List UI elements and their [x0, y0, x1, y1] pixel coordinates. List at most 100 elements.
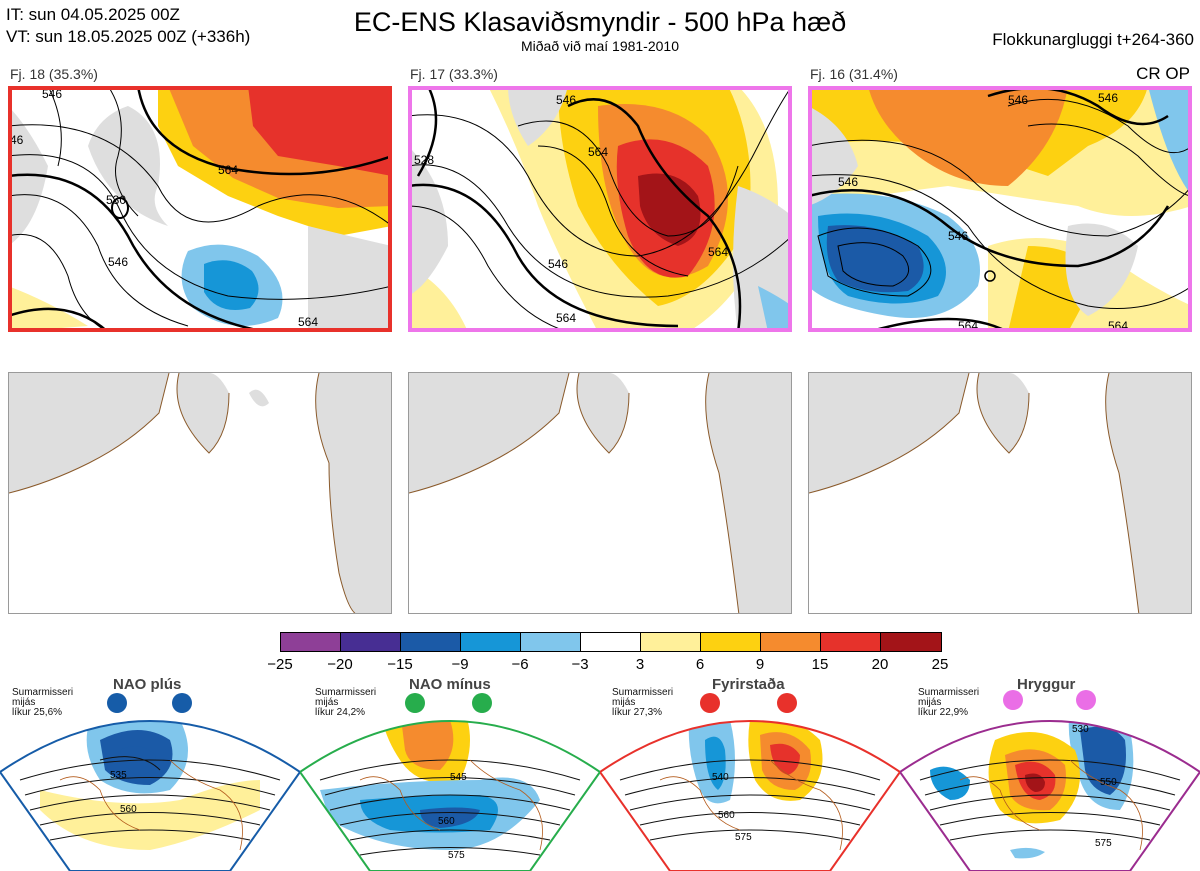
contour-label: 535: [110, 770, 127, 781]
contour-label: 564: [556, 311, 576, 325]
contour-label: 46: [10, 133, 24, 147]
regime-title-3: Fyrirstaða: [712, 676, 785, 693]
contour-label: 530: [106, 193, 126, 207]
contour-label: 560: [438, 816, 455, 827]
regime-info-line: Sumarmisseri: [918, 687, 980, 698]
classification-window: Flokkunargluggi t+264-360: [992, 30, 1194, 49]
colorbar-segment: [401, 633, 461, 651]
regime-title-4: Hryggur: [1017, 676, 1076, 693]
contour-label: 575: [735, 832, 752, 843]
contour-label: 564: [218, 163, 238, 177]
regime-info-line: mijás: [315, 697, 339, 708]
colorbar-segment: [881, 633, 941, 651]
regime-map-1[interactable]: 535 560: [0, 700, 300, 871]
page-subtitle: Miðað við maí 1981-2010: [521, 38, 679, 54]
regime-dot: [172, 693, 192, 713]
colorbar-segment: [461, 633, 521, 651]
colorbar-segment: [521, 633, 581, 651]
regime-info-1: Sumarmisseri mijás líkur 25,6%: [12, 688, 73, 718]
blank-map-3[interactable]: [808, 372, 1192, 614]
contour-label: 564: [958, 319, 978, 332]
regime-info-line: Sumarmisseri: [612, 687, 674, 698]
regime-info-line: líkur 25,6%: [12, 707, 63, 718]
regime-dot: [405, 693, 425, 713]
contour-label: 546: [42, 87, 62, 101]
corner-label: CR OP: [1136, 64, 1190, 83]
colorbar-tick: 6: [695, 656, 705, 673]
colorbar: [280, 632, 942, 652]
regime-info-4: Sumarmisseri mijás líkur 22,9%: [918, 688, 979, 718]
colorbar-tick: −3: [571, 656, 589, 673]
colorbar-tick: 9: [755, 656, 765, 673]
colorbar-tick: 3: [635, 656, 645, 673]
cluster-label-2: Fj. 17 (33.3%): [410, 66, 498, 82]
init-time: IT: sun 04.05.2025 00Z: [6, 5, 180, 24]
contour-label: 546: [548, 257, 568, 271]
contour-label: 564: [588, 145, 608, 159]
contour-label: 546: [1008, 93, 1028, 107]
regime-info-line: mijás: [918, 697, 942, 708]
blank-map-2[interactable]: [408, 372, 792, 614]
contour-label: 560: [718, 810, 735, 821]
colorbar-segment: [581, 633, 641, 651]
colorbar-tick: 20: [871, 656, 889, 673]
regime-info-3: Sumarmisseri mijás líkur 27,3%: [612, 688, 673, 718]
contour-label: 546: [1098, 91, 1118, 105]
colorbar-tick: 15: [811, 656, 829, 673]
contour-label: 545: [450, 772, 467, 783]
cluster-map-1[interactable]: 564 546 546 46 564 530: [8, 86, 392, 332]
colorbar-segment: [761, 633, 821, 651]
contour-label: 564: [298, 315, 318, 329]
contour-label: 560: [120, 804, 137, 815]
colorbar-segment: [281, 633, 341, 651]
regime-info-line: mijás: [12, 697, 36, 708]
cluster-map-2[interactable]: 546 564 546 564 564 528: [408, 86, 792, 332]
contour-label: 546: [556, 93, 576, 107]
colorbar-segment: [641, 633, 701, 651]
cluster-label-3: Fj. 16 (31.4%): [810, 66, 898, 82]
colorbar-tick: 25: [931, 656, 949, 673]
regime-title-1: NAO plús: [113, 676, 182, 693]
regime-info-line: Sumarmisseri: [12, 687, 74, 698]
regime-map-2[interactable]: 545 560 575: [300, 700, 600, 871]
contour-label: 530: [1072, 724, 1089, 735]
blank-map-1[interactable]: [8, 372, 392, 614]
contour-label: 546: [948, 229, 968, 243]
regime-info-line: mijás: [612, 697, 636, 708]
colorbar-segment: [701, 633, 761, 651]
regime-map-4[interactable]: 530 550 575: [900, 700, 1200, 871]
run-info: IT: sun 04.05.2025 00Z VT: sun 18.05.202…: [6, 4, 250, 48]
regime-info-line: líkur 27,3%: [612, 707, 663, 718]
regime-info-2: Sumarmisseri mijás líkur 24,2%: [315, 688, 376, 718]
colorbar-tick: −20: [327, 656, 353, 673]
contour-label: 540: [712, 772, 729, 783]
cluster-map-3[interactable]: 546 546 546 564 564 546: [808, 86, 1192, 332]
regime-title-2: NAO mínus: [409, 676, 491, 693]
contour-label: 564: [1108, 319, 1128, 332]
contour-label: 575: [448, 850, 465, 861]
regime-info-line: Sumarmisseri: [315, 687, 377, 698]
regime-dot: [700, 693, 720, 713]
contour-label: 528: [414, 153, 434, 167]
regime-dot: [472, 693, 492, 713]
regime-dot: [1076, 690, 1096, 710]
colorbar-tick: −9: [451, 656, 469, 673]
contour-label: 550: [1100, 777, 1117, 788]
colorbar-segment: [821, 633, 881, 651]
regime-info-line: líkur 22,9%: [918, 707, 969, 718]
regime-dot: [1003, 690, 1023, 710]
valid-time: VT: sun 18.05.2025 00Z (+336h): [6, 27, 251, 46]
colorbar-segment: [341, 633, 401, 651]
regime-info-line: líkur 24,2%: [315, 707, 366, 718]
contour-label: 575: [1095, 838, 1112, 849]
regime-dot: [777, 693, 797, 713]
contour-label: 546: [838, 175, 858, 189]
regime-map-3[interactable]: 540 560 575: [600, 700, 900, 871]
colorbar-tick: −15: [387, 656, 413, 673]
regime-dot: [107, 693, 127, 713]
contour-label: 564: [708, 245, 728, 259]
cluster-label-1: Fj. 18 (35.3%): [10, 66, 98, 82]
colorbar-tick: −6: [511, 656, 529, 673]
contour-label: 546: [108, 255, 128, 269]
page-title: EC-ENS Klasaviðsmyndir - 500 hPa hæð: [353, 7, 847, 37]
